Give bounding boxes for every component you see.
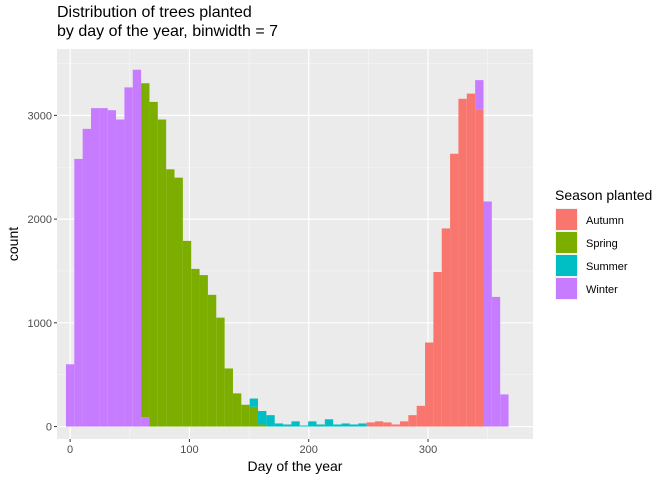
- legend-swatch-autumn: [556, 209, 577, 230]
- legend-label-summer: Summer: [586, 261, 628, 273]
- x-tick-label: 100: [180, 444, 198, 456]
- x-tick-label: 200: [300, 444, 318, 456]
- histogram-bar-autumn: [366, 422, 375, 427]
- histogram-bar-spring: [157, 119, 167, 427]
- histogram-bar-winter: [74, 158, 83, 427]
- chart-title-line1: Distribution of trees planted: [57, 4, 252, 21]
- x-axis-ticks: 0 100 200 300: [67, 439, 437, 456]
- histogram-bar-autumn: [399, 421, 409, 427]
- histogram-bar-autumn: [416, 405, 426, 427]
- histogram-bar-summer: [266, 415, 275, 427]
- histogram-bar-autumn: [383, 422, 392, 427]
- histogram-bars: [65, 69, 509, 427]
- histogram-bar-spring: [174, 177, 183, 427]
- y-tick-label: 2000: [28, 214, 52, 226]
- histogram-bar-autumn: [391, 424, 400, 427]
- legend-title: Season planted: [555, 187, 652, 203]
- histogram-bar-spring: [141, 83, 150, 418]
- histogram-bar-winter: [124, 87, 133, 427]
- histogram-bar-winter: [99, 108, 108, 427]
- histogram-bar-spring: [258, 424, 267, 427]
- histogram-bar-winter: [475, 80, 484, 110]
- histogram-bar-summer: [274, 423, 284, 427]
- histogram-bar-spring: [216, 317, 225, 427]
- histogram-bar-autumn: [475, 109, 484, 427]
- histogram-bar-spring: [199, 275, 208, 427]
- histogram-bar-summer: [299, 425, 309, 427]
- histogram-bar-autumn: [374, 421, 384, 427]
- histogram-bar-autumn: [466, 93, 476, 427]
- legend-swatch-spring: [556, 232, 577, 253]
- legend: Season planted Autumn Spring Summer Winter: [555, 187, 652, 300]
- histogram-bar-winter: [91, 108, 100, 427]
- legend-label-spring: Spring: [586, 238, 618, 250]
- histogram-bar-spring: [249, 406, 259, 427]
- histogram-bar-winter: [132, 69, 142, 427]
- y-tick-label: 1000: [28, 318, 52, 330]
- histogram-bar-winter: [491, 296, 501, 427]
- histogram-bar-spring: [182, 240, 192, 427]
- histogram-bar-winter: [500, 394, 509, 427]
- x-tick-label: 0: [67, 444, 73, 456]
- histogram-bar-winter: [107, 110, 117, 427]
- histogram-bar-winter: [116, 119, 125, 427]
- histogram-bar-summer: [324, 419, 334, 427]
- legend-swatch-summer: [556, 255, 577, 276]
- histogram-bar-autumn: [408, 415, 417, 427]
- histogram-bar-spring: [232, 393, 242, 427]
- histogram-bar-spring: [191, 268, 200, 427]
- histogram-bar-spring: [241, 404, 250, 427]
- y-tick-label: 3000: [28, 110, 52, 122]
- histogram-bar-spring: [224, 368, 233, 427]
- histogram-bar-winter: [483, 201, 492, 427]
- y-tick-label: 0: [46, 422, 52, 434]
- x-tick-label: 300: [419, 444, 437, 456]
- chart-title-line2: by day of the year, binwidth = 7: [57, 23, 279, 40]
- histogram-bar-autumn: [441, 228, 451, 427]
- histogram-bar-summer: [283, 424, 292, 427]
- histogram-bar-summer: [249, 398, 259, 407]
- histogram-bar-winter: [82, 128, 91, 427]
- histogram-bar-spring: [207, 294, 217, 427]
- histogram-bar-summer: [291, 421, 300, 427]
- y-axis-title: count: [5, 227, 21, 261]
- histogram-bar-summer: [341, 423, 350, 427]
- histogram-bar-summer: [258, 410, 267, 425]
- histogram-bar-autumn: [458, 98, 467, 427]
- histogram-bar-autumn: [425, 342, 434, 427]
- histogram-bar-summer: [333, 424, 342, 427]
- legend-label-autumn: Autumn: [586, 215, 624, 227]
- y-axis-ticks: 0 1000 2000 3000: [28, 110, 57, 434]
- histogram-bar-winter: [65, 364, 75, 427]
- histogram-bar-summer: [308, 421, 317, 427]
- legend-label-winter: Winter: [586, 284, 618, 296]
- legend-swatch-winter: [556, 278, 577, 299]
- histogram-bar-summer: [316, 424, 325, 427]
- histogram-bar-winter: [141, 417, 150, 427]
- histogram-bar-summer: [358, 423, 367, 427]
- histogram-bar-summer: [349, 424, 359, 427]
- x-axis-title: Day of the year: [248, 458, 343, 474]
- histogram-bar-spring: [149, 101, 158, 427]
- histogram-bar-spring: [166, 169, 175, 427]
- histogram-bar-autumn: [433, 272, 442, 427]
- histogram-bar-autumn: [450, 153, 459, 427]
